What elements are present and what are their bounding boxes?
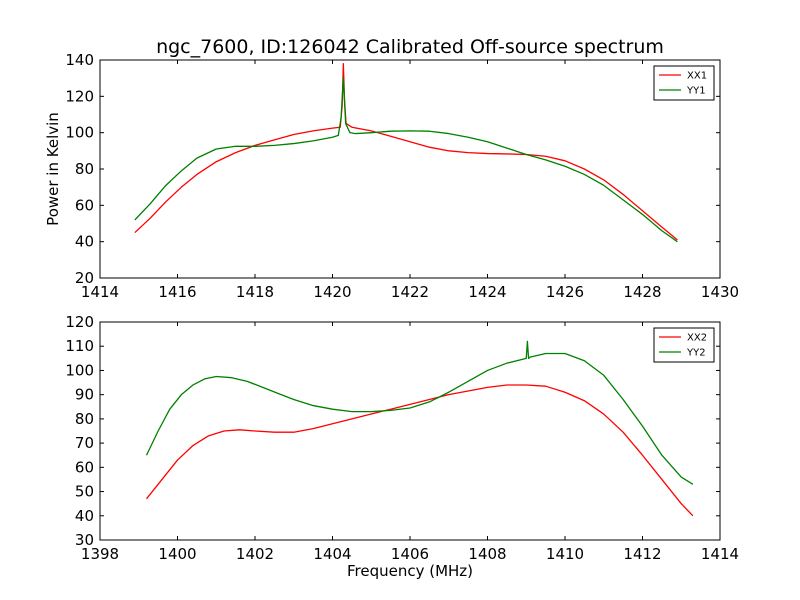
y-tick-label: 80	[75, 410, 94, 428]
legend-label-xx1: XX1	[687, 71, 707, 82]
series-line-xx2	[145, 384, 694, 517]
x-tick-label: 1418	[236, 283, 274, 301]
y-tick-label: 40	[75, 233, 94, 251]
y-tick-label: 90	[75, 386, 94, 404]
x-tick-label: 1416	[158, 283, 196, 301]
bottom-spectrum-panel: 1398 1400 1402 1404 1406 1408 1410 1412 1414 30 40…	[65, 313, 739, 580]
y-tick-label: 50	[75, 483, 94, 501]
y-tick-label: 80	[75, 160, 94, 178]
y-tick-label: 120	[65, 313, 94, 331]
x-tick-label: 1408	[468, 545, 506, 563]
top-spectrum-panel: 1414 1416 1418 1420 1422 1424 1426 1428 1430 20 40…	[44, 51, 739, 301]
y-tick-label: 70	[75, 434, 94, 452]
y-tick-label: 100	[65, 361, 94, 379]
x-tick-label: 1430	[701, 283, 739, 301]
y-tick-label: 40	[75, 507, 94, 525]
x-tick-label: 1420	[313, 283, 351, 301]
legend-label-yy2: YY2	[686, 348, 706, 359]
x-tick-label: 1400	[158, 545, 196, 563]
y-tick-label: 60	[75, 196, 94, 214]
x-tick-label: 1428	[623, 283, 661, 301]
x-tick-label: 1414	[81, 283, 119, 301]
legend-label-yy1: YY1	[686, 86, 706, 97]
chart-title: ngc_7600, ID:126042 Calibrated Off-sourc…	[156, 36, 664, 58]
legend-label-xx2: XX2	[687, 333, 707, 344]
y-tick-label: 120	[65, 87, 94, 105]
x-axis-title: Frequency (MHz)	[347, 562, 473, 580]
series-line-xx1	[134, 62, 678, 241]
x-tick-label: 1398	[81, 545, 119, 563]
legend-box	[653, 65, 715, 101]
legend-box	[653, 327, 715, 363]
y-tick-label: 140	[65, 51, 94, 69]
x-tick-label: 1422	[391, 283, 429, 301]
x-tick-label: 1412	[623, 545, 661, 563]
x-tick-label: 1426	[546, 283, 584, 301]
y-axis-title: Power in Kelvin	[44, 112, 62, 226]
y-tick-label: 60	[75, 458, 94, 476]
series-line-yy1	[134, 77, 678, 243]
x-tick-label: 1404	[313, 545, 351, 563]
x-tick-label: 1424	[468, 283, 506, 301]
y-tick-label: 100	[65, 124, 94, 142]
x-tick-label: 1402	[236, 545, 274, 563]
x-tick-label: 1406	[391, 545, 429, 563]
y-tick-label: 110	[65, 337, 94, 355]
y-tick-label: 30	[75, 531, 94, 549]
y-tick-label: 20	[75, 269, 94, 287]
series-line-yy2	[145, 340, 694, 485]
x-tick-label: 1410	[546, 545, 584, 563]
x-tick-label: 1414	[701, 545, 739, 563]
